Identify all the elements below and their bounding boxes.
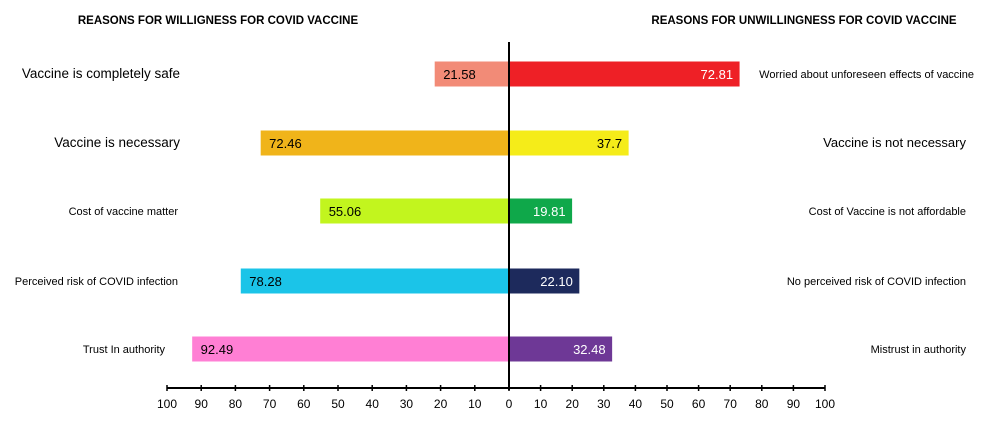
x-tick-label: 80 (755, 397, 769, 411)
x-tick-label: 60 (692, 397, 706, 411)
x-tick-label: 50 (660, 397, 674, 411)
category-label-right: No perceived risk of COVID infection (787, 276, 966, 288)
x-tick-label: 70 (263, 397, 277, 411)
bar-value-label: 32.48 (573, 342, 606, 357)
x-tick-label: 30 (400, 397, 414, 411)
bar-value-label: 21.58 (443, 67, 476, 82)
x-tick-label: 90 (195, 397, 209, 411)
category-label-left: Vaccine is necessary (54, 135, 180, 150)
bar-value-label: 78.28 (249, 274, 282, 289)
x-tick-label: 60 (297, 397, 311, 411)
bar-value-label: 55.06 (329, 204, 362, 219)
left-title: REASONS FOR WILLIGNESS FOR COVID VACCINE (78, 15, 359, 27)
bar-value-label: 92.49 (201, 342, 234, 357)
x-tick-label: 20 (434, 397, 448, 411)
x-axis: 100 90 80 70 60 50 40 30 20 10 0 10 20 30 40 50 60 70 80 90… (157, 385, 835, 411)
x-tick-label: 40 (366, 397, 380, 411)
bar-left (260, 130, 510, 156)
category-label-left: Trust In authority (83, 344, 166, 356)
category-label-right: Vaccine is not necessary (823, 135, 966, 150)
x-tick-label: 90 (787, 397, 801, 411)
right-title: REASONS FOR UNWILLINGNESS FOR COVID VACC… (651, 15, 957, 27)
category-label-left: Perceived risk of COVID infection (15, 276, 178, 288)
x-tick-label: 30 (597, 397, 611, 411)
bar-value-label: 22.10 (540, 274, 573, 289)
bar-right (508, 198, 573, 224)
bar-left (320, 198, 510, 224)
bar-left (192, 336, 510, 362)
x-tick-label: 20 (566, 397, 580, 411)
x-tick-label: 40 (629, 397, 643, 411)
x-tick-label: 0 (506, 397, 513, 411)
bar-value-label: 72.81 (701, 67, 734, 82)
x-tick-label: 50 (331, 397, 345, 411)
x-tick-label: 10 (468, 397, 482, 411)
x-tick-label: 100 (157, 397, 177, 411)
x-tick-label: 80 (229, 397, 243, 411)
bar-value-label: 37.7 (597, 136, 622, 151)
x-tick-label: 10 (534, 397, 548, 411)
bar-right (508, 61, 740, 87)
category-label-right: Cost of Vaccine is not affordable (809, 206, 966, 218)
category-label-left: Cost of vaccine matter (69, 206, 179, 218)
bar-left (434, 61, 510, 87)
bar-value-label: 72.46 (269, 136, 302, 151)
x-tick-label: 100 (815, 397, 835, 411)
category-label-left: Vaccine is completely safe (22, 66, 180, 81)
category-label-right: Worried about unforeseen effects of vacc… (759, 69, 974, 81)
category-label-right: Mistrust in authority (871, 344, 967, 356)
bar-value-label: 19.81 (533, 204, 566, 219)
x-tick-label: 70 (724, 397, 738, 411)
